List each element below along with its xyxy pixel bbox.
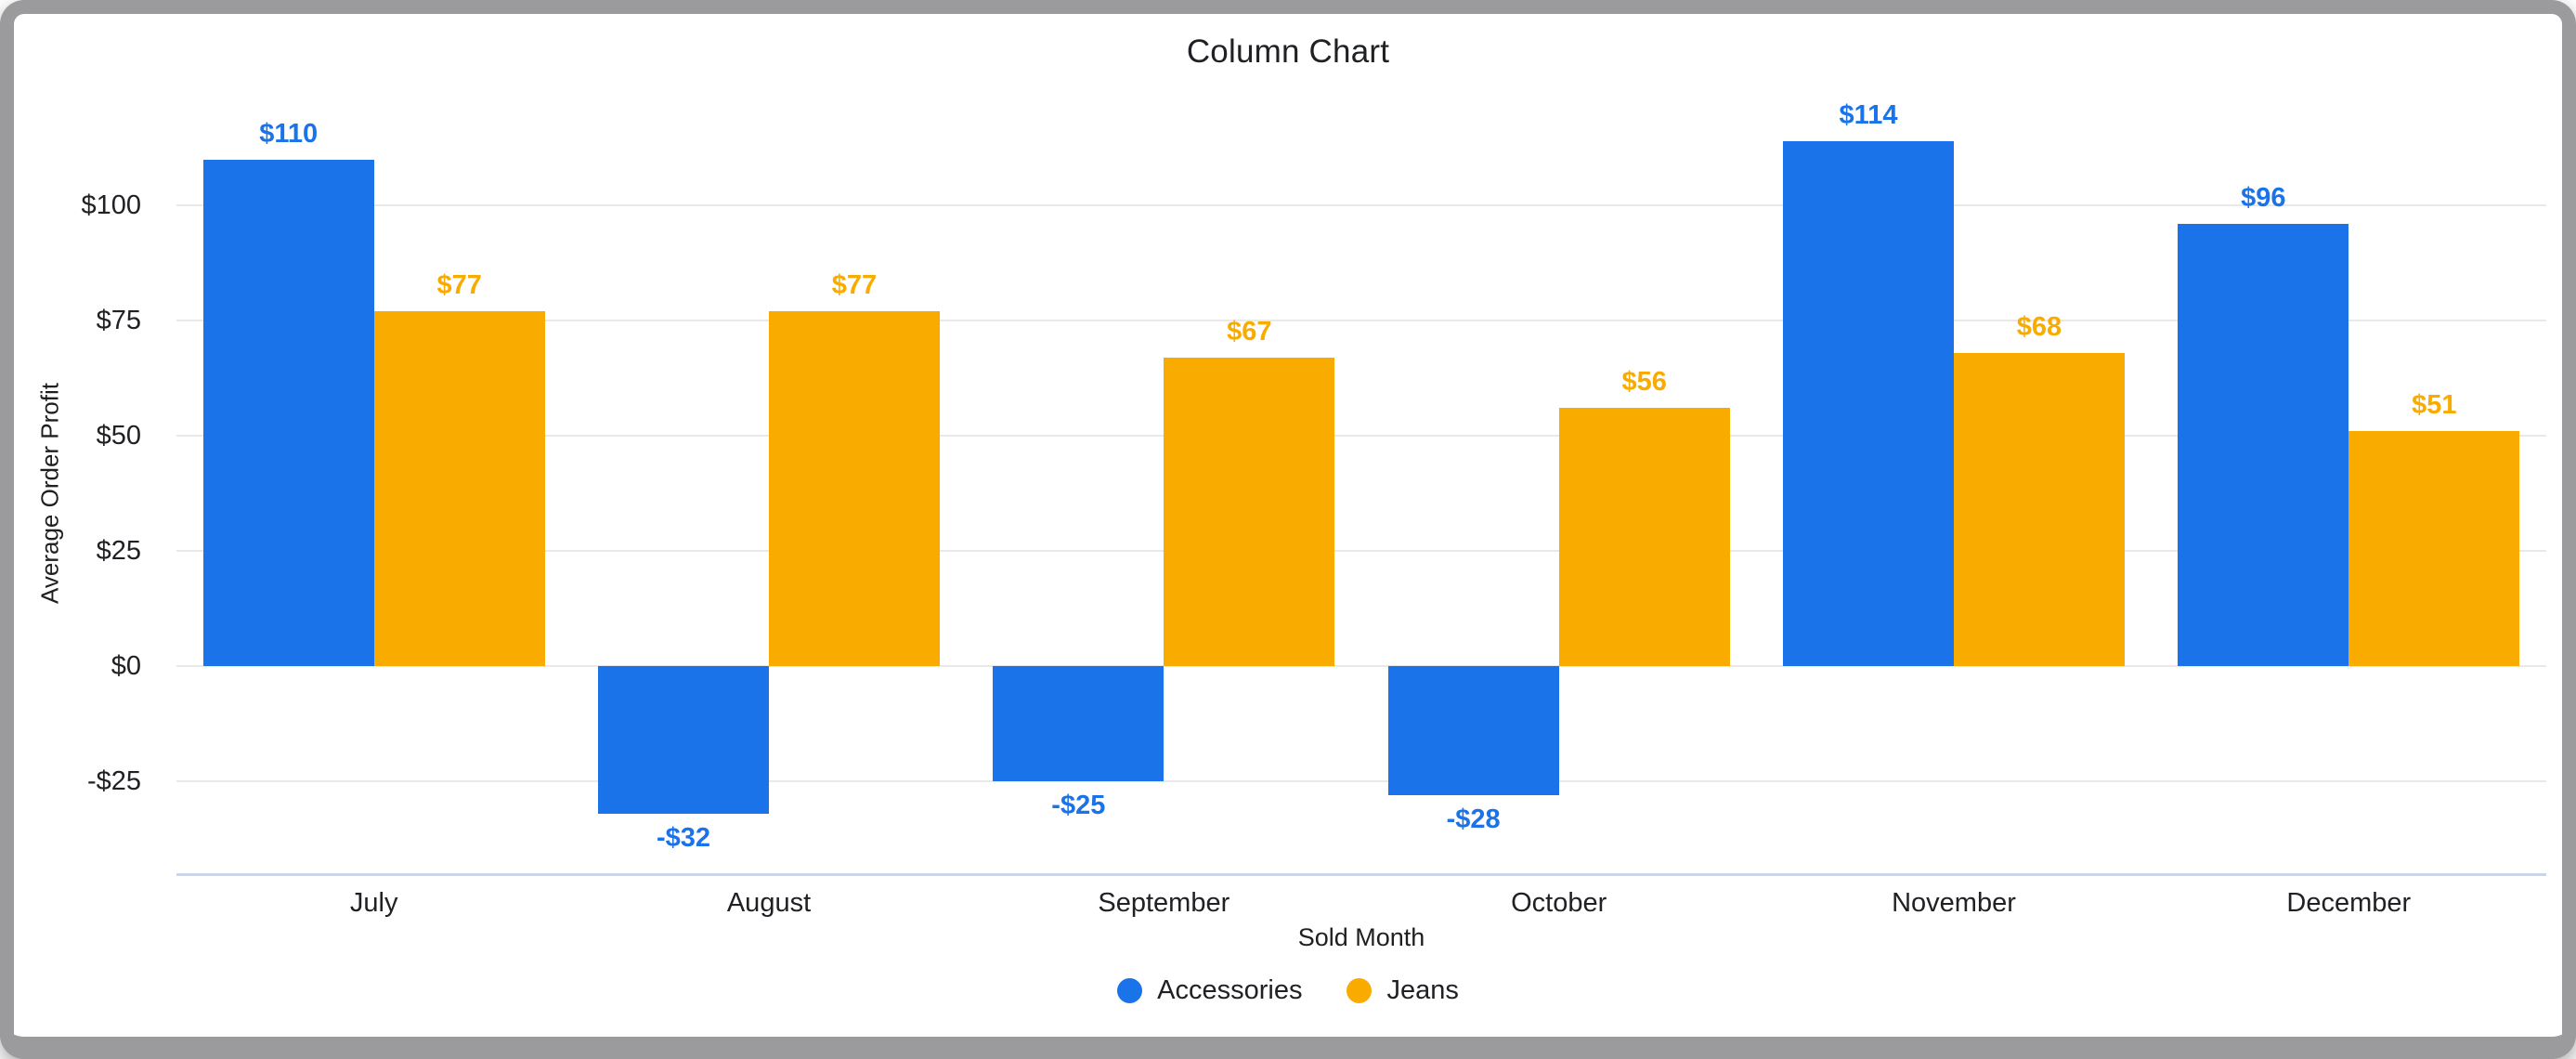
gridline [176, 549, 2546, 552]
x-tick-label-december: December [2286, 888, 2412, 918]
bar-value-label: $68 [2016, 311, 2062, 342]
x-axis-title: Sold Month [1297, 923, 1425, 951]
y-tick-label: $100 [81, 190, 141, 221]
bar-accessories-july[interactable] [202, 159, 374, 666]
bar-jeans-september[interactable] [1164, 357, 1335, 666]
gridline [176, 664, 2546, 667]
bar-jeans-july[interactable] [373, 311, 545, 666]
bar-value-label: $67 [1227, 316, 1272, 346]
y-tick-label: $50 [96, 421, 141, 451]
legend-swatch-circle-icon [1117, 978, 1143, 1003]
gridline [176, 204, 2546, 207]
y-tick-label: $0 [111, 650, 141, 681]
bar-value-label: $51 [2412, 390, 2457, 421]
bar-jeans-august[interactable] [769, 311, 940, 666]
gridline [176, 435, 2546, 438]
gridline [176, 320, 2546, 322]
bar-accessories-october[interactable] [1387, 665, 1559, 795]
y-tick-label: -$25 [86, 765, 141, 796]
plot-area: $110 -$32 -$25 -$28 $114 $96 $77 $77 $67 $56 $68 $5… [176, 100, 2546, 876]
y-tick-label: $75 [96, 306, 141, 336]
legend-label: Jeans [1386, 975, 1459, 1005]
bar-value-label: -$25 [1051, 790, 1106, 820]
x-tick-label-november: November [1892, 888, 2016, 918]
legend-item-jeans[interactable]: Jeans [1347, 975, 1459, 1006]
legend: Accessories Jeans [0, 975, 2576, 1006]
bar-accessories-august[interactable] [598, 665, 769, 814]
bar-jeans-october[interactable] [1558, 408, 1730, 666]
bar-accessories-november[interactable] [1783, 140, 1954, 666]
x-tick-label-july: July [349, 888, 398, 918]
x-tick-label-october: October [1511, 888, 1607, 918]
chart-title: Column Chart [1186, 33, 1390, 70]
bar-jeans-november[interactable] [1954, 352, 2125, 666]
bar-accessories-september[interactable] [993, 665, 1164, 781]
gridline [176, 779, 2546, 782]
bar-value-label: $110 [259, 118, 319, 149]
bar-value-label: $114 [1839, 99, 1898, 130]
bar-value-label: -$32 [656, 822, 711, 853]
bar-value-label: $77 [831, 270, 878, 301]
bar-value-label: $56 [1621, 367, 1667, 398]
x-tick-label-august: August [726, 888, 812, 918]
y-tick-label: $25 [96, 535, 141, 566]
bar-value-label: -$28 [1446, 804, 1501, 834]
bar-value-label: $96 [2241, 182, 2286, 213]
bar-accessories-december[interactable] [2178, 223, 2349, 666]
y-axis-title: Average Order Profit [35, 383, 64, 604]
legend-label: Accessories [1157, 975, 1303, 1005]
legend-swatch-circle-icon [1347, 978, 1373, 1003]
bar-jeans-december[interactable] [2348, 431, 2520, 666]
legend-item-accessories[interactable]: Accessories [1117, 975, 1302, 1006]
x-tick-label-september: September [1098, 888, 1230, 918]
bar-value-label: $77 [436, 270, 482, 301]
